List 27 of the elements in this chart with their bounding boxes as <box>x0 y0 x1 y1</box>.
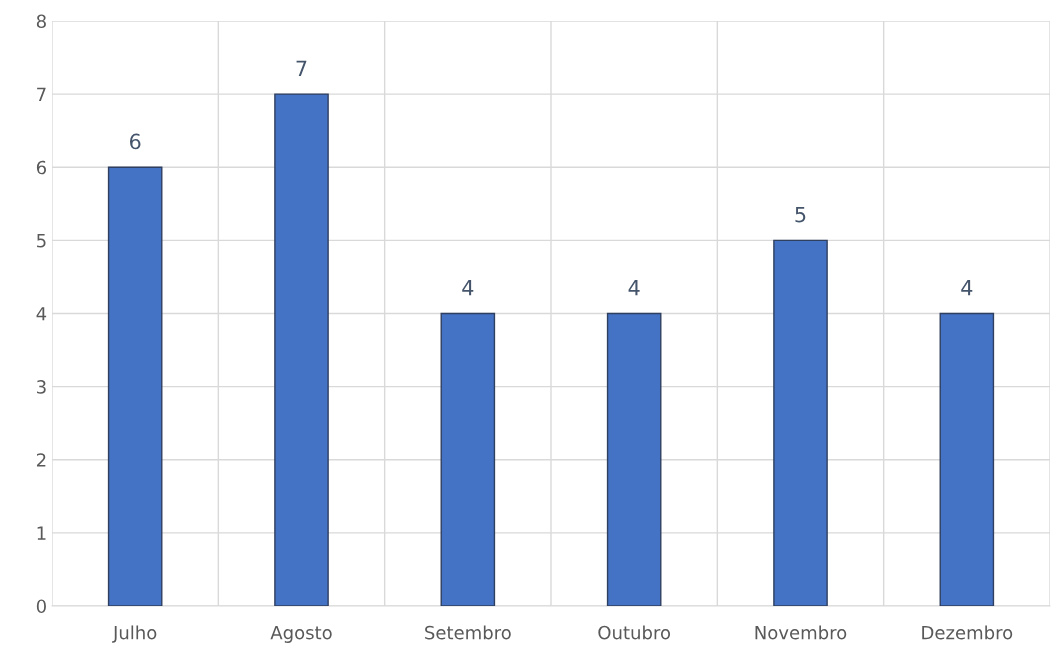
y-tick-label: 0 <box>36 599 46 614</box>
y-tick-label: 4 <box>36 307 47 321</box>
y-tick-label: 3 <box>37 380 46 394</box>
x-tick-label: Dezembro <box>922 625 1013 640</box>
x-tick-label: Novembro <box>755 625 847 640</box>
bar <box>939 312 995 606</box>
x-tick-label: Agosto <box>270 626 332 643</box>
data-label: 4 <box>961 280 973 296</box>
bar <box>440 312 496 606</box>
data-label: 6 <box>129 133 141 150</box>
y-tick-label: 5 <box>37 234 46 248</box>
data-label: 7 <box>296 60 307 76</box>
bar <box>773 239 828 606</box>
x-tick-label: Julho <box>112 625 157 643</box>
data-label: 4 <box>628 280 640 296</box>
x-tick-label: Setembro <box>425 625 511 640</box>
y-tick-label: 1 <box>37 526 46 540</box>
y-tick-label: 2 <box>36 453 46 467</box>
x-tick-label: Outubro <box>598 625 671 640</box>
data-label: 4 <box>462 280 474 296</box>
y-tick-label: 7 <box>37 87 46 101</box>
y-tick-label: 6 <box>36 160 46 175</box>
bar <box>274 93 329 606</box>
y-tick-label: 8 <box>36 14 46 29</box>
bar <box>107 166 163 606</box>
data-label: 5 <box>795 206 806 223</box>
bar <box>606 312 662 606</box>
